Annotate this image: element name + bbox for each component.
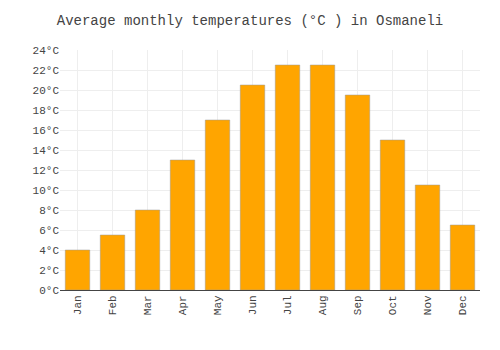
svg-text:10°C: 10°C <box>33 185 60 197</box>
svg-text:Jun: Jun <box>247 295 259 315</box>
svg-text:4°C: 4°C <box>39 245 59 257</box>
svg-text:6°C: 6°C <box>39 225 59 237</box>
svg-text:Dec: Dec <box>457 295 469 315</box>
svg-text:22°C: 22°C <box>33 65 60 77</box>
svg-text:16°C: 16°C <box>33 125 60 137</box>
svg-text:20°C: 20°C <box>33 85 60 97</box>
svg-text:18°C: 18°C <box>33 105 60 117</box>
svg-text:24°C: 24°C <box>33 45 60 57</box>
svg-text:Nov: Nov <box>422 295 434 315</box>
svg-text:Apr: Apr <box>177 295 189 315</box>
svg-text:Sep: Sep <box>352 295 364 315</box>
svg-text:Mar: Mar <box>142 295 154 315</box>
svg-text:2°C: 2°C <box>39 265 59 277</box>
svg-text:14°C: 14°C <box>33 145 60 157</box>
svg-text:Feb: Feb <box>107 295 119 315</box>
svg-text:Oct: Oct <box>387 295 399 315</box>
svg-text:May: May <box>212 295 224 315</box>
svg-text:Aug: Aug <box>317 295 329 315</box>
svg-text:Jul: Jul <box>282 295 294 315</box>
svg-text:12°C: 12°C <box>33 165 60 177</box>
svg-text:Average monthly temperatures (: Average monthly temperatures (°C ) in Os… <box>57 13 443 29</box>
svg-text:Jan: Jan <box>72 295 84 315</box>
svg-text:8°C: 8°C <box>39 205 59 217</box>
svg-text:0°C: 0°C <box>39 285 59 297</box>
